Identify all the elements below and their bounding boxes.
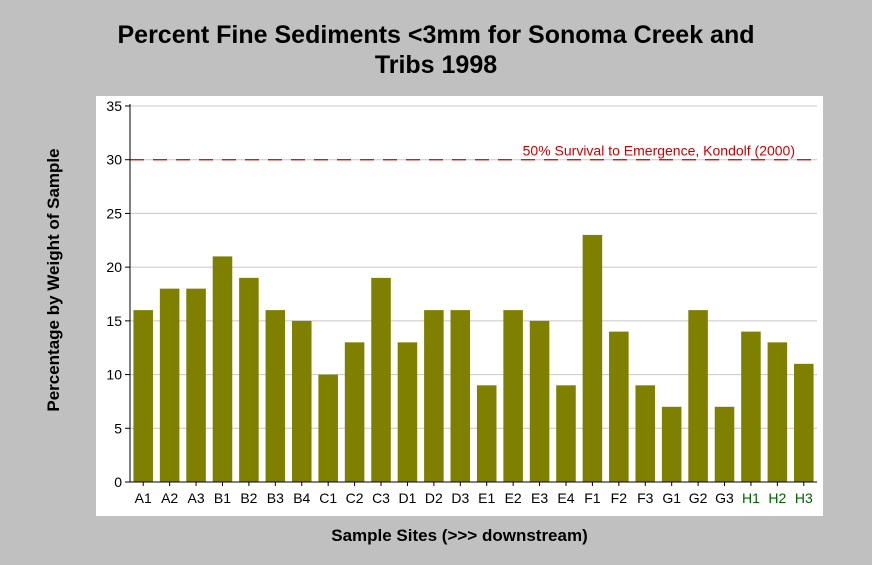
x-tick-label: E3 (531, 490, 548, 506)
x-tick-label: H3 (795, 490, 813, 506)
y-tick-label: 35 (106, 98, 122, 114)
x-tick-label: H1 (742, 490, 760, 506)
x-tick-label: G3 (715, 490, 734, 506)
bar (767, 342, 788, 482)
y-tick-label: 10 (106, 367, 122, 383)
x-tick-label: E1 (478, 490, 495, 506)
bar (503, 310, 523, 482)
x-tick-label: D1 (398, 490, 416, 506)
bar (476, 385, 497, 482)
x-tick-label: A1 (135, 490, 152, 506)
y-tick-label: 20 (106, 259, 122, 275)
x-tick-label: G2 (689, 490, 708, 506)
bar (159, 288, 180, 482)
bar (133, 310, 153, 482)
bar (529, 320, 550, 482)
x-tick-label: A3 (187, 490, 204, 506)
bar (186, 288, 206, 482)
y-tick-label: 0 (114, 474, 122, 490)
x-tick-label: D3 (451, 490, 469, 506)
x-tick-label: B3 (267, 490, 284, 506)
y-tick-label: 25 (106, 205, 122, 221)
bar (265, 310, 286, 482)
bar (582, 234, 603, 482)
x-tick-label: E4 (557, 490, 574, 506)
reference-line-label: 50% Survival to Emergence, Kondolf (2000… (523, 143, 795, 159)
x-tick-label: B4 (293, 490, 310, 506)
x-tick-label: D2 (425, 490, 443, 506)
bar (450, 310, 471, 482)
y-tick-label: 30 (106, 152, 122, 168)
x-tick-label: G1 (662, 490, 681, 506)
y-tick-label: 15 (106, 313, 122, 329)
y-tick-label: 5 (114, 420, 122, 436)
x-tick-label: C1 (319, 490, 337, 506)
bar (794, 363, 814, 482)
bar (556, 385, 576, 482)
x-tick-label: A2 (161, 490, 178, 506)
x-tick-label: H2 (768, 490, 786, 506)
x-tick-label: B1 (214, 490, 231, 506)
x-tick-label: C3 (372, 490, 390, 506)
bar (291, 320, 312, 482)
x-tick-label: B2 (240, 490, 257, 506)
x-tick-label: F1 (584, 490, 601, 506)
bar (609, 331, 629, 482)
bar (741, 331, 761, 482)
x-tick-label: E2 (505, 490, 522, 506)
bar (318, 374, 338, 482)
bar (688, 310, 708, 482)
bar (661, 406, 682, 482)
bar (714, 406, 735, 482)
bar (397, 342, 418, 482)
x-axis-label: Sample Sites (>>> downstream) (331, 526, 588, 545)
bar (239, 277, 259, 482)
bar (635, 385, 656, 482)
chart-title: Percent Fine Sediments <3mm for Sonoma C… (117, 21, 755, 79)
bar (212, 256, 233, 482)
x-tick-label: F2 (611, 490, 628, 506)
x-tick-label: F3 (637, 490, 654, 506)
bar (344, 342, 365, 482)
x-tick-label: C2 (346, 490, 364, 506)
bar (424, 310, 444, 482)
bar (371, 277, 391, 482)
